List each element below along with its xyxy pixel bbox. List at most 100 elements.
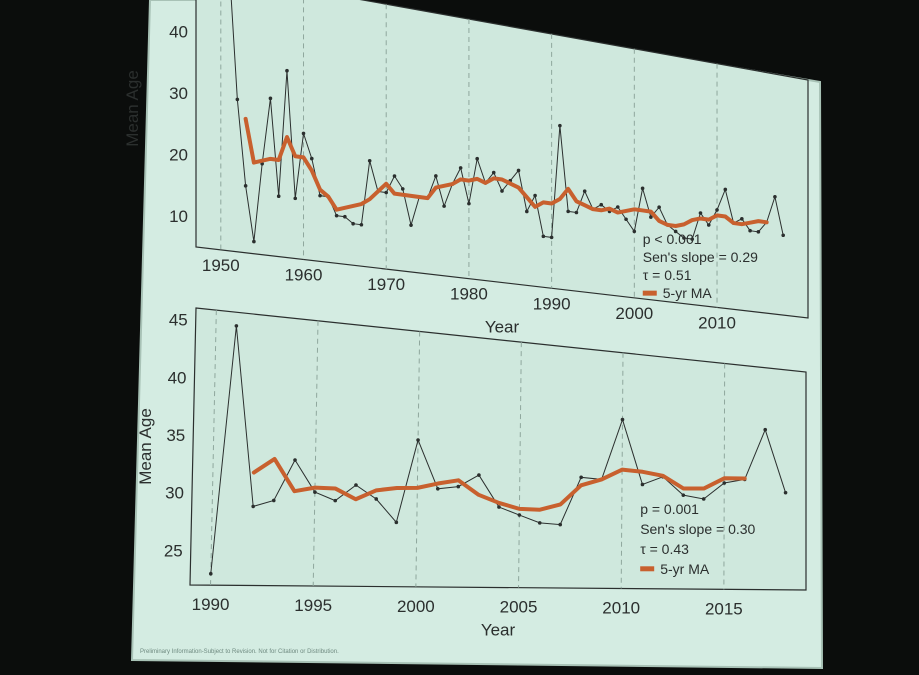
- plot-area: [189, 307, 807, 591]
- point-1970: [384, 190, 389, 195]
- point-2011: [723, 187, 728, 192]
- point-1961: [309, 156, 314, 161]
- point-2001: [435, 487, 440, 491]
- point-1979: [458, 166, 463, 170]
- point-2008: [698, 211, 703, 215]
- stat-annotation-2: τ = 0.51: [643, 267, 692, 283]
- point-2000: [416, 438, 420, 442]
- point-2010: [715, 208, 719, 212]
- point-2007: [690, 237, 695, 241]
- point-1964: [334, 213, 339, 218]
- point-1993: [574, 210, 579, 215]
- point-1976: [434, 174, 438, 178]
- y-tick-label-20: 20: [169, 146, 188, 165]
- point-1953: [243, 184, 248, 188]
- point-1967: [359, 222, 364, 227]
- point-2014: [748, 228, 752, 233]
- stat-annotation-2: τ = 0.43: [640, 541, 689, 557]
- point-2015: [756, 230, 761, 234]
- point-1956: [268, 96, 273, 101]
- point-1996: [599, 202, 604, 207]
- point-1997: [354, 483, 358, 487]
- y-axis-title: Mean Age: [123, 70, 142, 147]
- grid-line-1990: [210, 310, 217, 586]
- point-1972: [400, 187, 405, 191]
- grid-line-2005: [518, 342, 522, 588]
- point-1959: [293, 196, 298, 201]
- point-1952: [235, 97, 240, 102]
- point-1987: [525, 209, 529, 214]
- point-2006: [537, 521, 542, 525]
- x-tick-label-1970: 1970: [367, 275, 405, 294]
- x-tick-label-2000: 2000: [615, 304, 653, 323]
- point-2011: [640, 482, 645, 487]
- point-1989: [541, 234, 546, 239]
- x-tick-label-2000: 2000: [397, 597, 435, 616]
- point-2007: [558, 522, 563, 527]
- grid-line-2000: [415, 331, 421, 587]
- stat-annotation-0: p = 0.001: [640, 501, 699, 517]
- data-layer: [228, 0, 785, 244]
- point-2005: [673, 229, 678, 234]
- point-2010: [620, 417, 625, 422]
- point-1990: [208, 571, 213, 576]
- x-tick-label-2010: 2010: [602, 599, 640, 618]
- data-layer: [208, 324, 788, 576]
- y-tick-label-40: 40: [168, 368, 187, 387]
- point-1990: [549, 235, 554, 240]
- point-1980: [467, 201, 471, 206]
- point-1999: [624, 217, 628, 222]
- point-1991: [234, 324, 239, 328]
- point-2000: [632, 229, 637, 234]
- point-2005: [517, 513, 522, 517]
- x-tick-label-2005: 2005: [500, 598, 538, 617]
- chart-top: 19501960197019801990200020101020304050Ye…: [123, 0, 809, 337]
- y-tick-label-30: 30: [165, 484, 184, 503]
- x-tick-label-1990: 1990: [533, 294, 571, 313]
- point-2004: [497, 505, 501, 509]
- point-1994: [582, 189, 587, 194]
- stat-annotation-1: Sen's slope = 0.29: [643, 249, 758, 265]
- point-2017: [763, 427, 768, 432]
- point-2018: [783, 490, 788, 495]
- point-1998: [374, 497, 379, 501]
- point-2001: [640, 186, 645, 191]
- point-1995: [313, 490, 317, 494]
- point-1983: [491, 170, 496, 175]
- point-2002: [456, 484, 461, 489]
- point-1988: [533, 193, 537, 198]
- chart-bottom: 1990 1995 2000 2005 2010 2015 25 30 35 40 45 Year Me…: [136, 307, 807, 640]
- point-1962: [318, 193, 322, 198]
- point-2013: [740, 217, 744, 221]
- point-2014: [701, 497, 706, 501]
- point-1992: [566, 209, 570, 214]
- point-1994: [293, 458, 297, 462]
- plot-area: [195, 0, 809, 319]
- point-2017: [773, 194, 777, 199]
- y-tick-label-40: 40: [169, 23, 188, 42]
- y-tick-label-45: 45: [169, 311, 188, 330]
- y-tick-label-30: 30: [169, 84, 188, 103]
- point-1973: [409, 223, 413, 227]
- x-tick-label-2015: 2015: [705, 599, 743, 618]
- stat-annotation-1: Sen's slope = 0.30: [640, 521, 755, 537]
- stat-annotation-0: p < 0.001: [643, 231, 702, 247]
- point-1984: [500, 189, 504, 193]
- legend-label-5yr-ma: 5-yr MA: [663, 285, 713, 301]
- y-tick-label-10: 10: [169, 207, 188, 226]
- point-2003: [657, 205, 661, 210]
- x-axis-title: Year: [485, 318, 520, 337]
- point-1957: [276, 194, 281, 199]
- point-1993: [271, 498, 276, 503]
- point-1999: [394, 520, 399, 525]
- point-2009: [706, 223, 711, 227]
- point-1954: [252, 239, 256, 244]
- point-1971: [392, 174, 397, 178]
- point-1960: [301, 131, 306, 136]
- x-tick-label-1995: 1995: [294, 596, 332, 615]
- point-1992: [251, 504, 255, 509]
- point-2015: [722, 481, 727, 485]
- x-tick-label-1960: 1960: [285, 265, 323, 284]
- x-tick-label-1990: 1990: [192, 595, 230, 614]
